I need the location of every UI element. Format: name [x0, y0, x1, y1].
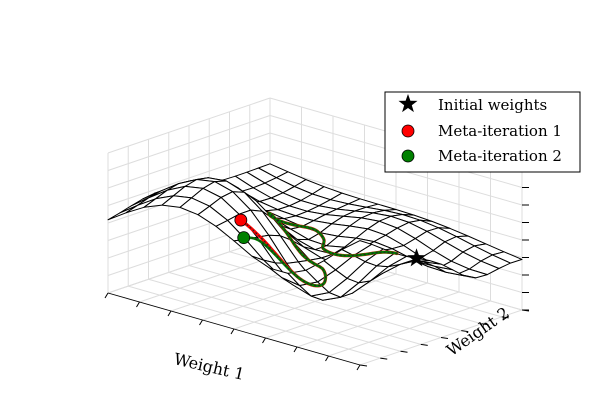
x-axis-tick	[230, 328, 235, 335]
y-axis-label: Weight 2	[443, 303, 513, 360]
side-wall-grid-line	[107, 132, 271, 189]
y-axis-tick	[359, 364, 368, 367]
meta-iteration-2-end-marker	[237, 231, 251, 245]
x-axis-tick	[199, 319, 203, 326]
back-wall-grid-line	[269, 150, 523, 223]
legend-label-meta-2: Meta-iteration 2	[438, 147, 562, 165]
legend: Initial weights Meta-iteration 1 Meta-it…	[384, 91, 581, 173]
x-axis-label: Weight 1	[172, 349, 246, 384]
x-axis-tick	[325, 355, 329, 362]
meta-iteration-1-end-marker	[234, 213, 248, 227]
x-axis-tick	[167, 310, 172, 317]
side-wall-grid-line	[107, 150, 271, 206]
back-wall-grid-line	[269, 167, 523, 241]
legend-marker-red-icon	[401, 124, 415, 138]
meta-iteration-2-path-dots	[243, 212, 398, 287]
y-axis-tick	[420, 343, 428, 346]
legend-label-meta-1: Meta-iteration 1	[438, 122, 562, 140]
initial-weights-star-marker	[407, 248, 426, 267]
surface-patch	[341, 240, 373, 256]
side-wall-grid-line	[107, 115, 271, 171]
legend-marker-green-icon	[401, 149, 415, 163]
y-axis-tick	[501, 316, 509, 319]
x-axis-tick	[104, 292, 109, 299]
y-axis-tick	[481, 323, 489, 326]
floor-grid-line	[328, 300, 491, 357]
floor-grid-line	[188, 265, 442, 338]
legend-marker-star-icon	[398, 94, 418, 113]
axes-grid	[107, 97, 523, 366]
x-axis-tick	[293, 346, 298, 353]
legend-box	[384, 91, 581, 173]
y-axis-tick	[440, 337, 449, 339]
y-axis-tick	[521, 309, 530, 312]
floor-grid-line	[296, 291, 460, 348]
x-axis-tick	[136, 301, 140, 308]
y-axis-tick	[380, 357, 388, 360]
legend-label-initial: Initial weights	[438, 96, 547, 114]
axis-ticks	[104, 169, 530, 371]
x-axis-tick	[356, 364, 361, 371]
floor-grid-line	[265, 282, 428, 339]
optimization-paths	[234, 211, 426, 288]
x-axis-line	[107, 292, 361, 366]
side-wall-grid-line	[107, 97, 271, 154]
y-axis-tick	[400, 350, 408, 353]
x-axis-tick	[262, 337, 266, 344]
y-axis-tick	[461, 330, 469, 333]
